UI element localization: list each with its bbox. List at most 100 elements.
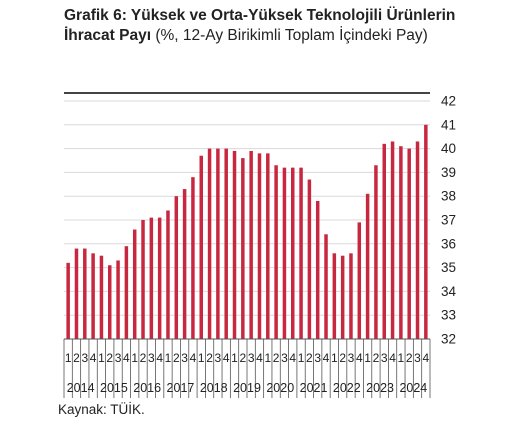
bar	[83, 248, 87, 339]
source-note: Kaynak: TÜİK.	[58, 402, 145, 417]
x-quarter-label: 4	[256, 351, 263, 365]
bar	[241, 158, 245, 339]
bar	[299, 167, 303, 339]
x-quarter-label: 2	[106, 351, 113, 365]
x-quarter-label: 3	[348, 351, 355, 365]
bar	[415, 141, 420, 339]
bar	[124, 246, 129, 339]
x-year-label: 2021	[300, 381, 328, 395]
bar	[266, 153, 270, 339]
x-quarter-label: 3	[81, 351, 88, 365]
bar	[274, 165, 278, 339]
x-year-label: 2015	[100, 381, 128, 395]
bar	[340, 255, 345, 339]
bar	[166, 210, 170, 339]
x-quarter-label: 2	[306, 351, 313, 365]
y-tick-label: 37	[441, 213, 456, 228]
bar	[116, 260, 120, 339]
x-year-label: 2023	[366, 381, 394, 395]
x-quarter-label: 1	[98, 351, 105, 365]
x-year-label: 2024	[399, 381, 427, 395]
x-year-label: 2019	[233, 381, 261, 395]
x-quarter-label: 1	[131, 351, 138, 365]
bar	[182, 189, 187, 339]
y-tick-label: 38	[441, 189, 456, 204]
x-quarter-label: 3	[381, 351, 388, 365]
x-quarter-label: 1	[298, 351, 305, 365]
x-quarter-label: 4	[223, 351, 230, 365]
bar	[332, 253, 337, 339]
x-quarter-label: 4	[190, 351, 197, 365]
x-quarter-label: 4	[90, 351, 97, 365]
x-year-label: 2016	[133, 381, 161, 395]
chart-title-subtitle: (%, 12-Ay Birikimli Toplam İçindeki Pay)	[151, 27, 428, 44]
x-quarter-label: 2	[239, 351, 246, 365]
x-year-label: 2018	[200, 381, 228, 395]
bar	[374, 165, 378, 339]
y-tick-label: 36	[441, 236, 456, 251]
bar	[207, 148, 212, 339]
bar	[282, 167, 287, 339]
x-quarter-label: 4	[422, 351, 429, 365]
x-quarter-label: 3	[248, 351, 255, 365]
x-quarter-label: 1	[364, 351, 371, 365]
bar	[307, 179, 312, 339]
x-quarter-label: 3	[281, 351, 288, 365]
bar	[232, 150, 237, 339]
y-tick-label: 33	[441, 308, 456, 323]
x-quarter-label: 4	[389, 351, 396, 365]
bar	[66, 262, 70, 339]
bar	[390, 141, 395, 339]
bar	[157, 217, 162, 339]
bar	[191, 177, 195, 339]
bar	[407, 148, 411, 339]
x-quarter-label: 1	[264, 351, 271, 365]
x-quarter-label: 4	[156, 351, 163, 365]
bar	[224, 148, 228, 339]
x-quarter-label: 1	[231, 351, 238, 365]
y-tick-label: 34	[441, 284, 457, 299]
x-quarter-label: 1	[331, 351, 338, 365]
bar	[324, 234, 328, 339]
bar	[99, 255, 104, 339]
y-tick-label: 41	[441, 117, 456, 132]
x-quarter-label: 3	[414, 351, 421, 365]
bar	[257, 153, 262, 339]
bar	[149, 217, 154, 339]
x-quarter-label: 4	[356, 351, 363, 365]
bar	[141, 220, 145, 339]
x-quarter-label: 2	[173, 351, 180, 365]
y-tick-label: 40	[441, 141, 456, 156]
bar	[132, 229, 137, 339]
x-quarter-label: 2	[73, 351, 80, 365]
x-quarter-label: 4	[289, 351, 296, 365]
bar	[382, 143, 386, 339]
chart-title-main: Grafik 6: Yüksek ve Orta-Yüksek Teknoloj…	[64, 7, 456, 44]
y-tick-label: 42	[441, 94, 456, 109]
bar	[424, 124, 428, 339]
x-year-label: 2022	[333, 381, 361, 395]
bar	[365, 193, 370, 339]
title-divider	[64, 92, 430, 94]
y-tick-label: 39	[441, 165, 456, 180]
x-quarter-label: 3	[148, 351, 155, 365]
bar	[349, 253, 353, 339]
x-quarter-label: 2	[406, 351, 413, 365]
x-year-label: 2017	[167, 381, 195, 395]
bar	[291, 167, 295, 339]
chart-title: Grafik 6: Yüksek ve Orta-Yüksek Teknoloj…	[64, 6, 504, 46]
x-quarter-label: 1	[398, 351, 405, 365]
x-quarter-label: 2	[206, 351, 213, 365]
x-quarter-label: 1	[65, 351, 72, 365]
x-quarter-label: 2	[339, 351, 346, 365]
x-quarter-label: 2	[373, 351, 380, 365]
bar	[108, 265, 112, 339]
x-quarter-label: 4	[123, 351, 130, 365]
bar	[199, 155, 203, 339]
x-quarter-label: 2	[140, 351, 147, 365]
bar	[399, 146, 403, 339]
x-quarter-label: 3	[215, 351, 222, 365]
x-quarter-label: 3	[181, 351, 188, 365]
x-quarter-label: 4	[323, 351, 330, 365]
